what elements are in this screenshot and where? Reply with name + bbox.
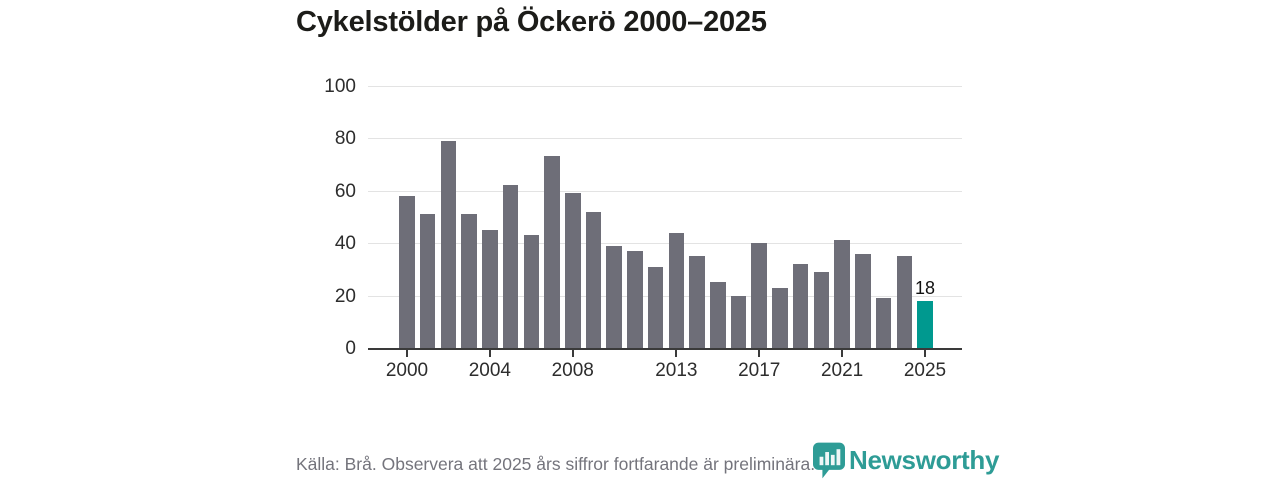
y-axis-label-100: 100 (324, 75, 356, 97)
grid-line-20 (368, 295, 962, 297)
bar-2017 (751, 243, 767, 348)
y-axis-label-60: 60 (334, 180, 356, 202)
bar-2020 (813, 271, 830, 348)
bar-value-label-2025: 18 (914, 277, 936, 298)
bar-2011 (627, 250, 643, 348)
y-axis-label-80: 80 (334, 128, 356, 149)
y-axis-label-0: 0 (345, 338, 356, 359)
bar-2001 (419, 214, 436, 348)
bar-2022 (855, 253, 871, 348)
bar-2007 (544, 156, 560, 348)
bar-2009 (585, 211, 602, 348)
x-axis-tick-2025 (924, 350, 926, 357)
bar-2021 (834, 240, 850, 348)
bar-2010 (606, 245, 622, 348)
chart-title: Cykelstölder på Öckerö 2000–2025 (296, 6, 767, 38)
bar-2004 (482, 229, 498, 348)
x-axis-tick-2008 (571, 350, 574, 357)
x-axis-label-2000: 2000 (385, 360, 429, 381)
bar-2025 (917, 300, 933, 348)
bar-2014 (689, 256, 705, 348)
bar-2019 (792, 264, 809, 348)
bar-2018 (772, 287, 788, 348)
bar-2005 (502, 185, 519, 348)
grid-line-100 (368, 85, 962, 87)
bar-2012 (647, 266, 664, 348)
x-axis-label-2021: 2021 (820, 360, 864, 381)
x-axis-label-2008: 2008 (551, 360, 594, 381)
source-note: Källa: Brå. Observera att 2025 års siffr… (296, 454, 816, 474)
newsworthy-chart-bubble-icon (813, 442, 845, 478)
x-axis-tick-2004 (488, 350, 491, 357)
bar-2002 (440, 140, 457, 348)
bar-2008 (565, 193, 581, 348)
bar-2006 (523, 235, 540, 348)
grid-line-40 (368, 243, 962, 244)
newsworthy-brand: Newsworthy (813, 441, 999, 479)
x-axis-tick-2017 (758, 350, 761, 357)
bar-2003 (461, 214, 477, 348)
x-axis-tick-2021 (841, 350, 844, 357)
x-axis-label-2004: 2004 (468, 360, 512, 381)
x-axis-label-2013: 2013 (655, 360, 698, 381)
x-axis-label-2025: 2025 (903, 360, 947, 381)
bar-2024 (896, 256, 913, 348)
grid-line-80 (368, 138, 962, 139)
bar-2013 (668, 232, 685, 348)
bar-2000 (399, 195, 415, 348)
x-axis-tick-2013 (675, 350, 678, 357)
bar-2015 (710, 282, 726, 348)
grid-line-60 (368, 190, 962, 192)
newsworthy-wordmark: Newsworthy (849, 444, 1000, 475)
x-axis-label-2017: 2017 (738, 360, 781, 381)
x-axis-tick-2000 (406, 350, 408, 357)
bar-2016 (730, 295, 747, 348)
bar-2023 (875, 298, 892, 348)
x-axis-line (368, 348, 962, 350)
y-axis-label-20: 20 (334, 285, 356, 307)
y-axis-label-40: 40 (334, 233, 356, 254)
